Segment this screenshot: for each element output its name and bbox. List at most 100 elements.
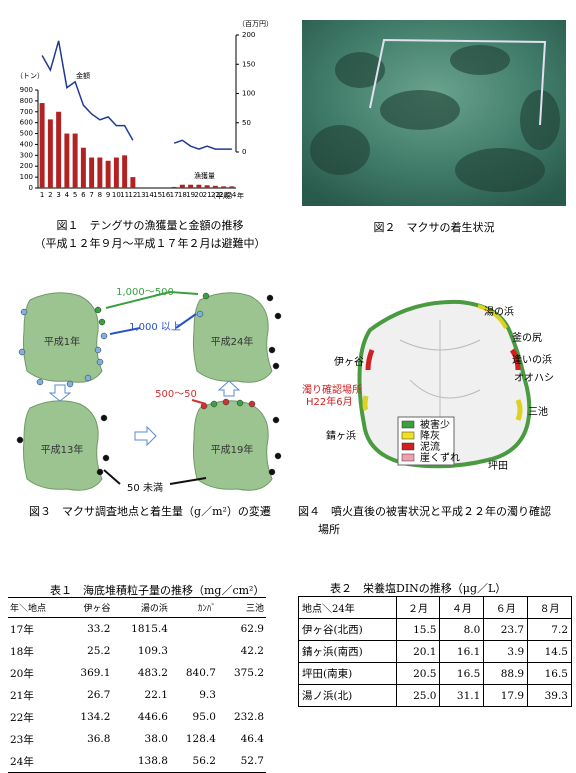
legend-text: 1,000 以上 (129, 321, 181, 333)
cell: 46.4 (240, 733, 264, 745)
bar (171, 186, 177, 188)
x-tick-label: 21 (203, 191, 212, 199)
bar (97, 157, 103, 188)
bar (212, 185, 218, 188)
island-shapes (22, 292, 273, 491)
cell: 23年 (10, 733, 34, 746)
x-tick-label: 10 (112, 191, 121, 199)
table-title: 表１ 海底堆積粒子量の推移（mg／cm²） (50, 584, 265, 597)
cell: 134.2 (80, 711, 111, 723)
y-tick-label: 500 (20, 130, 33, 138)
cell: 17年 (10, 623, 34, 636)
x-tick-label: 24 (227, 191, 236, 199)
cell: 20.1 (395, 640, 440, 663)
bar (122, 155, 128, 188)
header-cell: 地点＼24年 (298, 596, 397, 619)
place-label: 伊ヶ谷 (334, 356, 364, 368)
row: 17年 33.2 1815.4 62.9 (8, 618, 266, 641)
series-label: 漁獲量 (194, 171, 215, 180)
cell: 42.2 (240, 645, 264, 657)
row: 坪田(南東) 20.5 16.5 88.9 16.5 (298, 662, 572, 685)
header-cell: 湯の浜 (112, 597, 170, 618)
x-tick-label: 11 (120, 191, 129, 199)
y2-tick-label: 100 (242, 90, 255, 98)
x-tick-label: 6 (81, 191, 86, 199)
map-legend-text: 降灰 (420, 429, 440, 442)
figure-note: （平成１２年９月～平成１７年２月は避難中） (35, 236, 266, 250)
map-legend-text: 泥流 (420, 440, 440, 453)
y2-tick-label: 0 (242, 148, 246, 156)
x-tick-label: 4 (65, 191, 70, 199)
x-tick-label: 19 (186, 191, 195, 199)
x-tick-label: 14 (145, 191, 154, 199)
y2-axis-label: （百万円） (238, 20, 273, 28)
bar (188, 184, 194, 188)
cell (170, 640, 218, 662)
y-tick-label: 600 (20, 119, 33, 127)
cell: 20.5 (395, 662, 440, 685)
header-cell: 年＼地点 (8, 597, 65, 618)
line (41, 40, 232, 150)
survey-dots (16, 292, 282, 476)
y2-tick-label: 200 (242, 31, 255, 39)
x-tick-label: 20 (194, 191, 203, 199)
cell: 88.9 (483, 662, 528, 685)
cell (64, 750, 112, 773)
island-label: 平成1年 (44, 335, 80, 348)
x-tick-label: 8 (98, 191, 102, 199)
x-tick-label: 5 (73, 191, 77, 199)
header-cell: 三池 (217, 597, 266, 618)
bar (113, 157, 119, 188)
header-cell: ４月 (439, 596, 484, 619)
y-tick-label: 400 (20, 140, 33, 148)
cell: 375.2 (233, 667, 264, 679)
cell: 39.3 (527, 684, 572, 707)
cell: 52.7 (240, 755, 264, 767)
map-legend-swatches (401, 420, 415, 462)
bar (221, 186, 227, 188)
row: 22年 134.2 446.6 95.0 232.8 (8, 706, 266, 728)
x-tick-label: 17 (170, 191, 179, 199)
cell: 16.5 (527, 662, 572, 685)
table: 地点＼24年 ２月 ４月 ６月 ８月 伊ヶ谷(北西) 15.5 8.0 23.7 7.2 錆ヶ浜(南… (298, 596, 572, 707)
y-tick-label: 100 (20, 173, 33, 181)
cell: 483.2 (137, 667, 168, 679)
x-tick-label: 18 (178, 191, 187, 199)
bar (105, 160, 111, 188)
place-label: 坪田 (488, 459, 508, 472)
table: 年＼地点 伊ヶ谷 湯の浜 ｶﾝﾊﾞ 三池 17年 33.2 1815.4 62.9 18年 25.2… (8, 597, 266, 773)
x-tick-label: 12 (128, 191, 137, 199)
cell: 25.0 (395, 684, 440, 707)
cell: 23.7 (483, 618, 528, 641)
figure-caption: 場所 (318, 523, 340, 536)
y2-tick-label: 50 (242, 119, 251, 127)
cell: 26.7 (87, 689, 111, 701)
header-cell: ６月 (483, 596, 528, 619)
x-tick-label: 23 (219, 191, 228, 199)
cell: 369.1 (80, 667, 111, 679)
cell: 伊ヶ谷(北西) (298, 618, 397, 641)
cell: 62.9 (240, 623, 264, 635)
figure-caption: 図３ マクサ調査地点と着生量（g／m²）の変遷 (29, 504, 271, 518)
header-cell: ２月 (395, 596, 440, 619)
cell: 坪田(南東) (298, 662, 397, 685)
cell: 16.5 (439, 662, 484, 685)
bar (64, 133, 70, 188)
cell: 20年 (10, 667, 34, 680)
cell: 138.8 (137, 755, 168, 767)
cell: 840.7 (185, 667, 216, 679)
bar (80, 147, 86, 188)
cell: 128.4 (185, 733, 216, 745)
header-cell: ８月 (527, 596, 572, 619)
row: 20年 369.1 483.2 840.7 375.2 (8, 662, 266, 684)
header-cell: 伊ヶ谷 (64, 597, 113, 618)
cell: 8.0 (439, 618, 484, 641)
x-axis-label: （平成）年 (209, 191, 244, 200)
cell: 9.3 (199, 689, 216, 701)
cell: 33.2 (87, 623, 111, 635)
bar (72, 133, 78, 188)
y-tick-label: 0 (29, 184, 33, 192)
quadrat-frame (369, 38, 547, 126)
y2-tick-label: 150 (242, 60, 255, 68)
